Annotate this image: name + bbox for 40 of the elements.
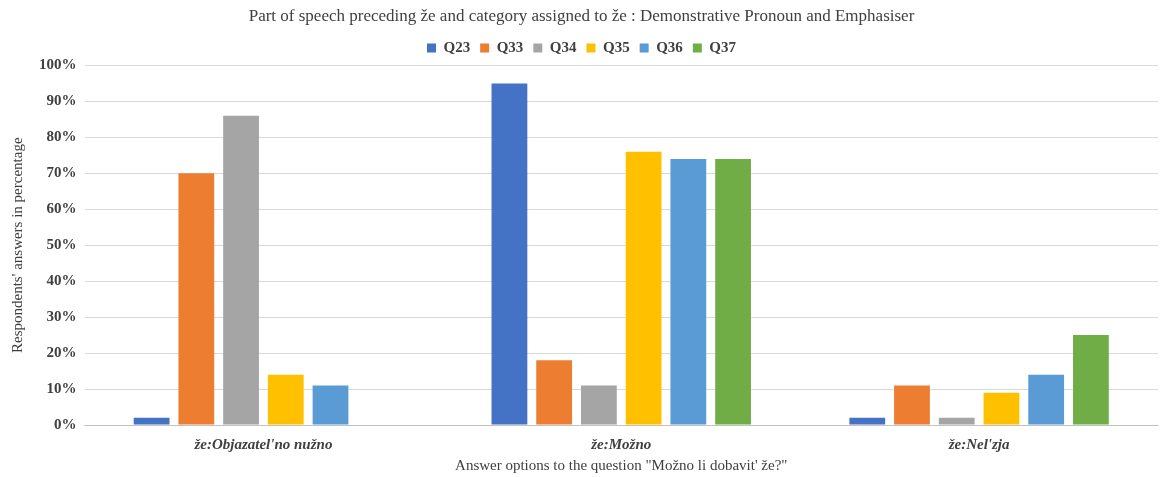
- y-tick-label: 20%: [46, 343, 77, 360]
- y-tick-label: 60%: [46, 200, 77, 217]
- legend-label: Q23: [443, 38, 471, 55]
- x-tick-label: že:Nel'zja: [947, 435, 1010, 452]
- bar: [133, 417, 170, 425]
- legend-label: Q37: [709, 38, 737, 55]
- bar: [938, 417, 975, 425]
- y-axis-title: Respondents' answers in percentage: [8, 137, 25, 353]
- legend-label: Q36: [656, 38, 684, 55]
- bar: [625, 151, 662, 425]
- legend-label: Q35: [603, 38, 630, 55]
- bar: [223, 115, 259, 425]
- x-tick-label: že:Objazatel'no nužno: [193, 435, 333, 452]
- y-tick-label: 100%: [39, 56, 77, 73]
- chart-title: Part of speech preceding že and category assigned to že : Demonstrative Pronoun and Emphasiser: [248, 5, 915, 25]
- bar: [491, 83, 528, 425]
- legend-label: Q33: [496, 38, 524, 55]
- legend-label: Q34: [549, 38, 577, 55]
- bar: [715, 158, 751, 425]
- y-tick-label: 80%: [46, 128, 77, 145]
- bar: [178, 173, 215, 425]
- bar: [1028, 374, 1065, 425]
- bar: [267, 374, 304, 425]
- y-tick-label: 50%: [46, 236, 77, 253]
- bar: [312, 385, 349, 425]
- bar: [670, 158, 707, 425]
- y-tick-label: 90%: [46, 92, 77, 109]
- x-axis-title: Answer options to the question "Možno li dobavit' že?": [455, 456, 788, 473]
- bar: [580, 385, 617, 425]
- y-tick-label: 10%: [46, 379, 77, 396]
- y-tick-label: 30%: [46, 307, 77, 324]
- bar: [1073, 335, 1109, 425]
- bar: [536, 360, 573, 425]
- bar: [849, 417, 886, 425]
- y-tick-label: 40%: [46, 272, 77, 289]
- bar: [983, 392, 1020, 425]
- y-tick-label: 0%: [54, 415, 77, 432]
- x-tick-label: že:Možno: [590, 435, 652, 452]
- bar: [894, 385, 930, 425]
- y-tick-label: 70%: [46, 164, 77, 181]
